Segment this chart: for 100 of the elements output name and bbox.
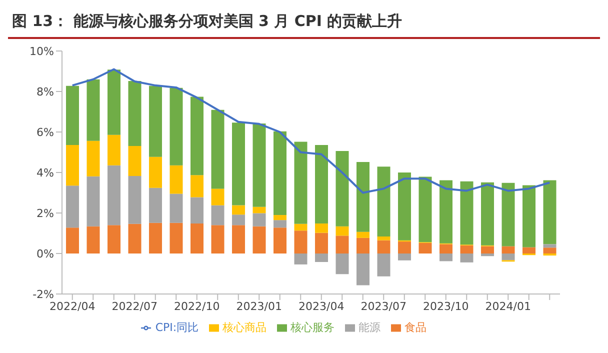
bar — [294, 254, 308, 264]
bar — [440, 180, 452, 244]
bar — [66, 86, 79, 145]
bar — [190, 96, 204, 176]
bar — [522, 185, 536, 248]
bar — [543, 248, 556, 254]
bar — [211, 110, 224, 189]
x-tick-label: 2024/01 — [485, 300, 531, 313]
x-tick-label: 2023/04 — [298, 300, 344, 313]
bar — [128, 224, 142, 254]
bar — [418, 176, 432, 242]
bar — [149, 188, 162, 223]
bar — [211, 188, 224, 206]
x-tick-label: 2023/10 — [423, 300, 469, 313]
legend-label: 能源 — [358, 321, 381, 334]
y-tick-label: -2% — [32, 288, 54, 301]
bar — [232, 205, 245, 215]
bar — [252, 123, 266, 207]
bar — [294, 142, 308, 224]
bar — [252, 226, 266, 254]
bar — [502, 246, 515, 254]
bar — [211, 225, 224, 254]
bar — [190, 197, 204, 224]
bar — [232, 225, 245, 254]
bar — [108, 134, 120, 166]
bar — [170, 88, 183, 166]
x-tick-label: 2022/07 — [112, 300, 158, 313]
bar — [190, 224, 204, 254]
bar — [336, 254, 349, 274]
y-tick-label: 8% — [36, 85, 54, 98]
bar — [232, 122, 245, 206]
bar — [190, 175, 204, 198]
bar — [66, 144, 79, 186]
bar — [232, 214, 245, 226]
bar — [66, 228, 79, 254]
bar — [211, 205, 224, 226]
bar — [481, 254, 494, 256]
bar — [522, 247, 536, 254]
bar — [108, 70, 120, 135]
bar — [398, 254, 411, 260]
bar — [356, 232, 370, 238]
bar — [86, 226, 100, 254]
bar — [170, 222, 183, 254]
bar — [252, 213, 266, 226]
bar — [149, 86, 162, 157]
bar — [128, 80, 142, 146]
bar — [481, 246, 494, 254]
y-tick-label: 0% — [36, 247, 54, 260]
bar — [356, 254, 370, 286]
bar — [377, 240, 390, 254]
bar — [170, 165, 183, 194]
bar — [149, 222, 162, 254]
bar — [315, 144, 328, 224]
bar — [543, 180, 556, 244]
bar — [460, 181, 474, 245]
bar — [336, 151, 349, 226]
bar — [86, 140, 100, 176]
bar — [398, 172, 411, 240]
y-tick-label: 4% — [36, 166, 54, 180]
bar — [336, 236, 349, 254]
x-tick-label: 2022/04 — [50, 300, 96, 313]
bar — [356, 238, 370, 254]
bar — [336, 226, 349, 236]
x-tick-label: 2022/10 — [174, 300, 220, 313]
bar — [128, 176, 142, 224]
bar — [294, 224, 308, 231]
bar — [543, 244, 556, 248]
bar — [418, 242, 432, 254]
bar — [274, 228, 286, 254]
y-tick-label: 6% — [36, 126, 54, 139]
bar — [86, 176, 100, 226]
bar — [481, 182, 494, 246]
bar — [294, 230, 308, 254]
bar — [440, 244, 452, 254]
bar — [315, 224, 328, 233]
bar — [170, 194, 183, 223]
x-tick-label: 2023/07 — [360, 300, 406, 313]
legend-label: 核心服务 — [290, 321, 335, 334]
bar — [108, 225, 120, 254]
legend-label: 核心商品 — [222, 321, 267, 334]
bar — [274, 215, 286, 220]
bar — [252, 206, 266, 214]
legend-label: CPI:同比 — [155, 321, 199, 334]
bar — [377, 236, 390, 240]
legend-label: 食品 — [404, 321, 427, 334]
bar — [315, 232, 328, 254]
bar — [460, 245, 474, 254]
bar — [502, 254, 515, 260]
x-tick-label: 2023/01 — [236, 300, 282, 313]
bar — [274, 220, 286, 228]
bar — [108, 165, 120, 226]
bar — [502, 182, 515, 246]
bar — [86, 79, 100, 141]
bar — [66, 186, 79, 228]
bar — [460, 254, 474, 262]
line-series — [71, 68, 551, 194]
bar — [377, 254, 390, 276]
bar — [149, 156, 162, 188]
bar — [315, 254, 328, 262]
bar — [274, 131, 286, 216]
